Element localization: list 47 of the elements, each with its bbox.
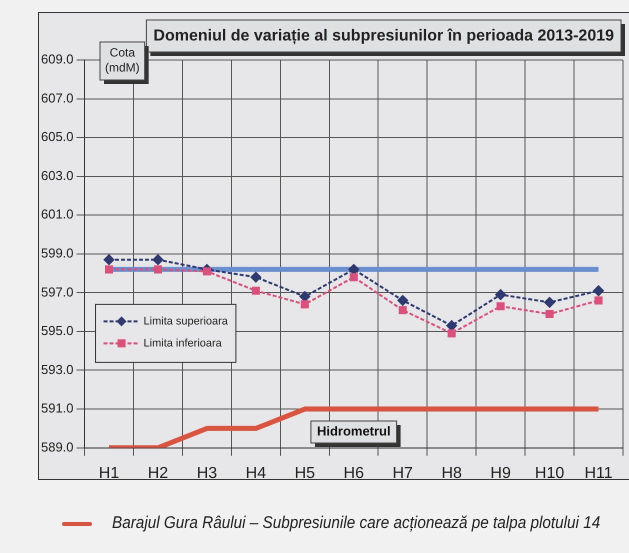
point [398,306,407,314]
y-tick-label: 599.0 [40,245,74,260]
point [348,264,360,275]
x-tick-label: H2 [148,464,168,482]
point [350,273,358,282]
point [152,254,164,266]
y-tick-label: 591.0 [40,400,74,416]
x-tick-label: H8 [441,464,462,482]
x-tick-label: H1 [98,464,120,482]
text: Barajul Gura Râului – Subpresiunile care acționează pe talpa plotului 14 [112,513,600,533]
point [546,310,554,318]
y-tick-label: 595.0 [40,323,74,338]
legend-label: Limita superioara [144,315,229,328]
x-tick-label: H5 [294,464,316,482]
point [104,265,114,274]
annotation: Hidrometrul [316,424,391,439]
y-tick-label: 607.0 [40,90,74,106]
y-tick-label: 593.0 [40,362,74,377]
chart-title: Domeniul de variație al subpresiunilor în perioada 2013-2019 [153,27,614,44]
x-tick-label: H9 [490,464,511,482]
point [594,296,603,304]
point [448,329,456,338]
point [202,267,211,276]
y-tick-label: 589.0 [40,439,74,454]
point [495,289,506,300]
y-tick-label: 605.0 [40,129,74,144]
x-tick-label: H6 [344,464,364,482]
point [252,286,260,295]
point [496,302,505,310]
y-tick-label: 603.0 [40,168,74,183]
x-tick-label: H4 [246,464,266,482]
point [397,294,408,306]
y-tick-label: 597.0 [40,284,74,300]
point [300,300,309,308]
point [544,296,556,308]
legend-label: Limita inferioara [144,337,223,350]
x-tick-label: H7 [392,464,414,482]
y-tick-label: 609.0 [40,52,74,67]
x-tick-label: H10 [534,464,564,482]
x-tick-label: H3 [196,464,218,482]
point [154,265,162,274]
y-tick-label: 601.0 [40,206,74,222]
point [250,272,262,283]
y-axis-title: Cota (mdM) [104,45,140,74]
point [593,285,604,296]
x-tick-label: H11 [584,464,613,482]
point [104,254,115,266]
